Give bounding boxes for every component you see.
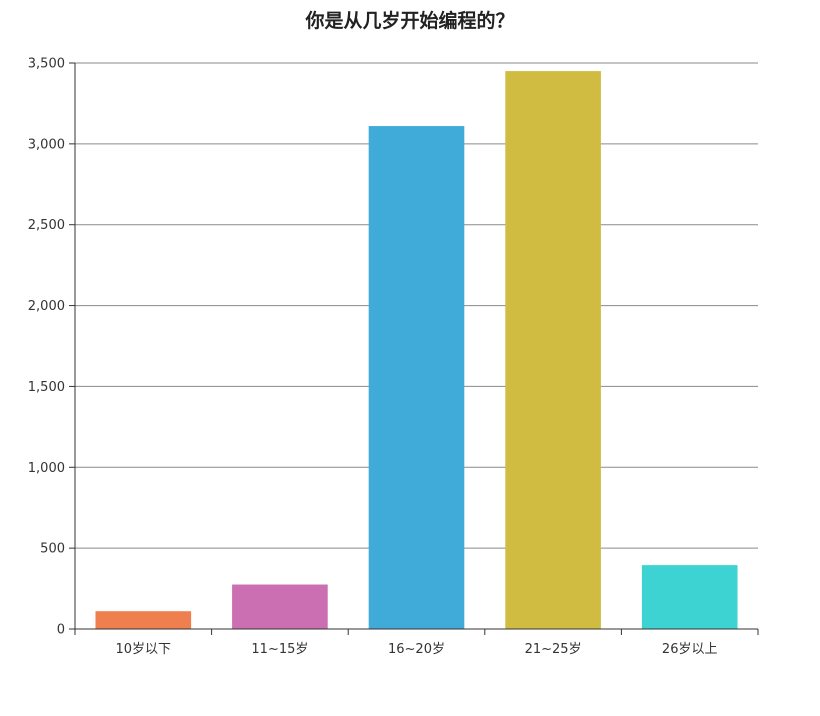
bar [232, 584, 328, 629]
bar [368, 126, 465, 629]
x-tick-label: 26岁以上 [662, 642, 718, 657]
bars [95, 71, 738, 630]
x-tick-label: 11~15岁 [251, 642, 308, 657]
y-tick-label: 2,500 [28, 218, 65, 233]
y-tick-label: 3,500 [28, 57, 65, 72]
x-tick-label: 16~20岁 [388, 642, 445, 657]
y-tick-label: 3,000 [28, 137, 65, 152]
y-tick-label: 500 [40, 542, 65, 557]
bar [641, 565, 738, 629]
y-tick-label: 2,000 [28, 299, 65, 314]
axes [69, 62, 759, 635]
chart-title: 你是从几岁开始编程的？ [305, 10, 515, 32]
y-tick-label: 1,000 [28, 461, 65, 476]
bar [95, 611, 192, 629]
bar [505, 71, 601, 630]
y-tick-label: 1,500 [28, 380, 65, 395]
x-tick-label: 21~25岁 [525, 642, 582, 657]
axis-labels: 0 500 1,000 1,500 2,000 2,500 3,000 3,500 10岁以下 1… [28, 57, 718, 658]
y-tick-label: 0 [57, 623, 65, 638]
x-tick-label: 10岁以下 [116, 642, 172, 657]
